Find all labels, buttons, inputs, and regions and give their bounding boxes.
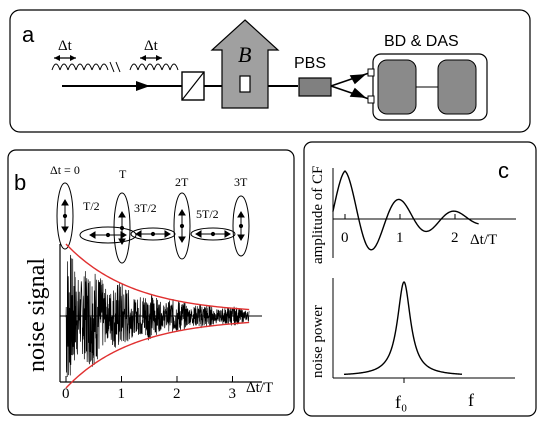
panel-c-top-xlabel: Δt/T (470, 232, 497, 248)
spin-vertical-icon (113, 192, 131, 264)
panel-b: b Δt = 0 T/2 T 3T/2 2T 5T/2 3T (7, 149, 295, 416)
x-tick-label: 0 (341, 230, 349, 246)
panel-c-top-ylabel: amplitude of CF (310, 166, 326, 264)
noise-power-spectrum-curve (343, 281, 463, 376)
spin-horizontal-icon (79, 226, 137, 244)
correlation-function-curve (332, 170, 479, 251)
magnetic-field-arrow: B (210, 19, 280, 109)
panel-c-top-x-ticks: 0 1 2 (341, 214, 459, 246)
precession-label-1: T/2 (83, 199, 100, 213)
panel-a-label: a (22, 22, 35, 47)
precession-label-6: 3T (234, 175, 248, 189)
envelope-lower (65, 321, 250, 389)
panel-b-frame (7, 149, 295, 416)
vapor-cell (239, 75, 251, 93)
panel-c-bottom-xlabel: f (468, 390, 474, 410)
data-acquisition (437, 59, 477, 115)
split-beams (330, 71, 373, 101)
noise-signal-path (65, 254, 250, 378)
svg-text:BD & DAS: BD & DAS (384, 33, 459, 50)
panel-c-label: c (498, 158, 509, 183)
pulse-spacing-marker-2: Δt (140, 38, 162, 61)
x-tick-label: 2 (451, 230, 459, 246)
pulse-train (51, 61, 179, 73)
svg-text:Δt: Δt (144, 38, 159, 54)
svg-text:PBS: PBS (294, 55, 326, 72)
panel-c-frame (303, 141, 537, 417)
polarizer (181, 71, 205, 101)
panel-b-xlabel: Δt/T (246, 380, 273, 396)
x-tick-label: 0 (62, 386, 70, 402)
spin-orientation-icons (56, 182, 250, 264)
spin-vertical-icon (173, 192, 191, 260)
noise-signal-trace (65, 254, 250, 378)
envelope-upper (65, 243, 250, 311)
field-label: B (238, 42, 251, 67)
spin-vertical-icon (56, 182, 74, 250)
decay-envelope (65, 243, 250, 389)
peak-frequency-label: f₀ (395, 392, 407, 412)
x-tick-label: 1 (396, 230, 404, 246)
panel-c-bottom-ylabel: noise power (310, 305, 326, 378)
detector-system: BD & DAS (367, 33, 488, 121)
pbs: PBS (294, 55, 332, 97)
precession-label-2: T (119, 167, 127, 181)
panel-b-ylabel: noise signal (24, 258, 50, 372)
precession-label-5: 5T/2 (196, 207, 219, 221)
x-tick-label: 1 (118, 386, 126, 402)
svg-text:Δt: Δt (58, 38, 73, 54)
spin-horizontal-icon (190, 227, 236, 241)
pulse-spacing-marker-1: Δt (54, 38, 76, 61)
spin-horizontal-icon (130, 227, 176, 241)
balanced-detector (377, 59, 417, 115)
x-tick-label: 3 (229, 386, 237, 402)
x-tick-label: 2 (173, 386, 181, 402)
panel-b-label: b (14, 170, 26, 195)
panel-a: a Δt Δt B (9, 9, 531, 133)
panel-b-x-ticks: 0 1 2 3 (62, 376, 236, 402)
precession-label-3: 3T/2 (134, 201, 157, 215)
precession-label-0: Δt = 0 (50, 163, 80, 177)
panel-c: c amplitude of CF 0 1 2 Δt/T noise power f… (303, 141, 537, 417)
panel-a-frame (9, 9, 531, 133)
spin-vertical-icon (232, 195, 250, 257)
precession-label-4: 2T (175, 175, 189, 189)
